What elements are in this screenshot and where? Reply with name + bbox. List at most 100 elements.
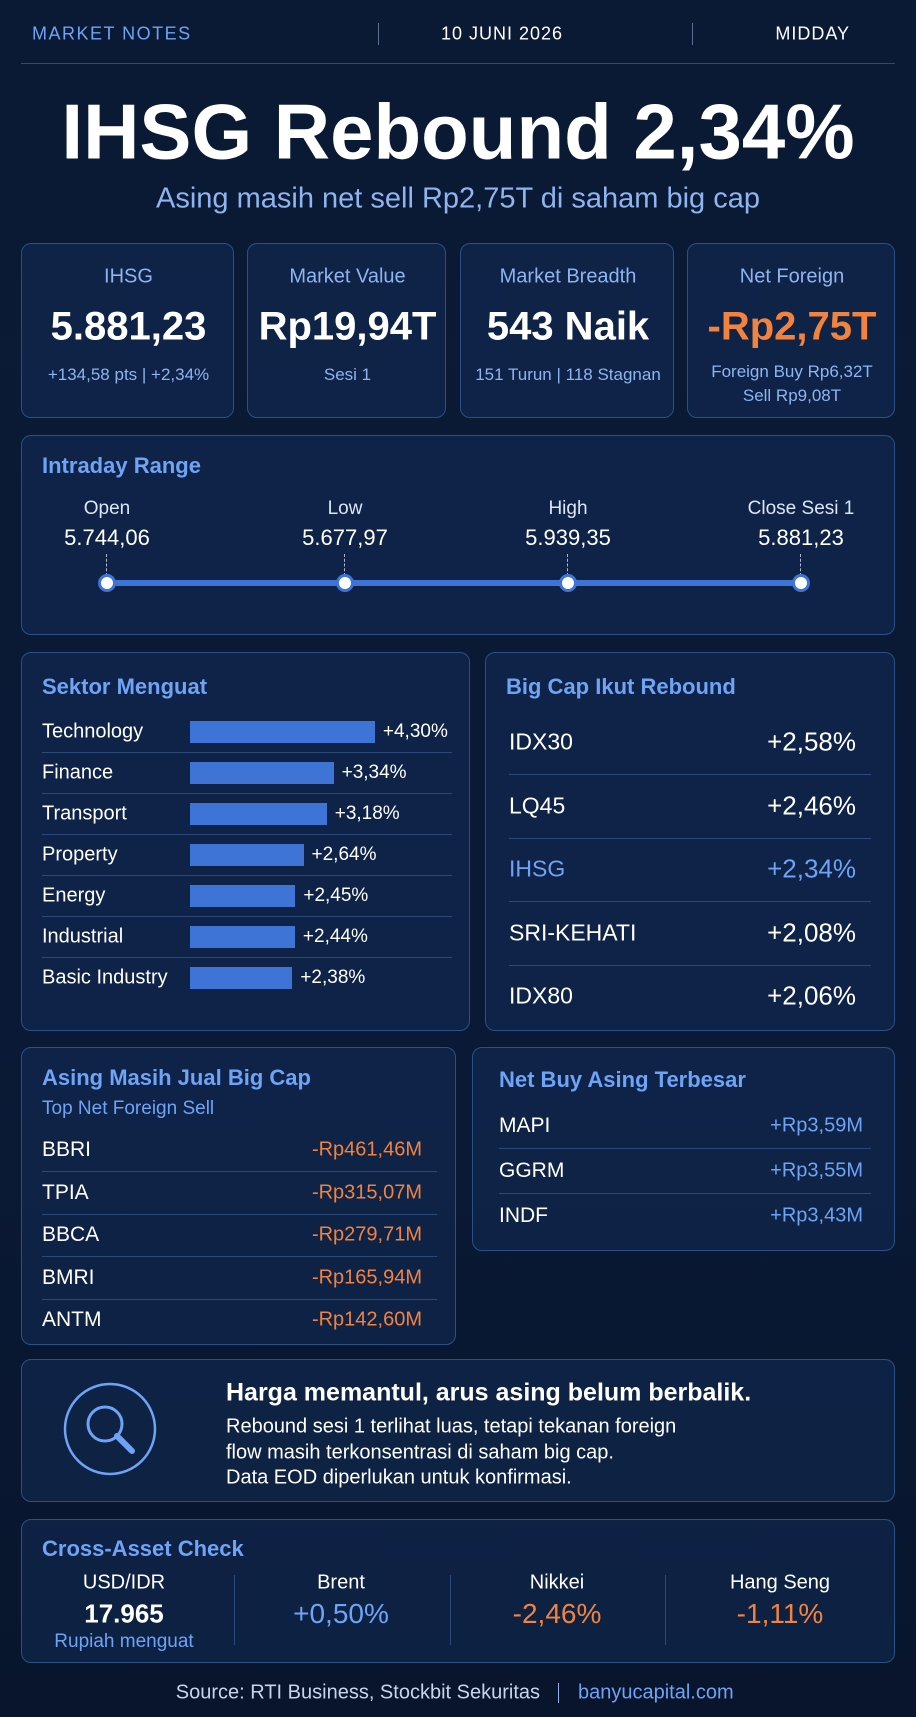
sector-panel: Sektor Menguat Technology +4,30% Finance +3,… xyxy=(21,652,470,1031)
index-name: IDX80 xyxy=(509,982,573,1009)
flow-value: -Rp315,07M xyxy=(311,1181,422,1204)
stat-sub: +134,58 pts | +2,34% xyxy=(47,365,210,384)
cross-asset-panel: Cross-Asset Check USD/IDR 17.965 Rupiah men… xyxy=(21,1519,895,1663)
sector-name: Technology xyxy=(42,720,144,743)
panel-title: Asing Masih Jual Big Cap xyxy=(42,1065,311,1090)
note-title: Harga memantul, arus asing belum berbali… xyxy=(226,1378,752,1407)
separator xyxy=(558,1683,559,1703)
sector-change: +2,64% xyxy=(311,844,377,865)
ticker: BBCA xyxy=(42,1223,100,1247)
stat-value: Rp19,94T xyxy=(258,304,437,349)
stat-value: 5.881,23 xyxy=(50,304,207,349)
point-label: Low xyxy=(327,498,363,519)
sector-name: Transport xyxy=(42,802,127,825)
divider xyxy=(450,1575,451,1645)
sector-bar xyxy=(190,762,334,784)
panel-title: Net Buy Asing Terbesar xyxy=(499,1067,746,1092)
divider xyxy=(42,793,452,794)
divider xyxy=(42,875,452,876)
tick xyxy=(106,554,107,576)
divider xyxy=(42,752,452,753)
sector-change: +2,45% xyxy=(303,885,369,906)
flow-value: +Rp3,43M xyxy=(770,1204,863,1227)
stat-sub: Foreign Buy Rp6,32T xyxy=(711,362,873,381)
ticker: BMRI xyxy=(42,1265,95,1289)
divider xyxy=(21,63,895,64)
sector-change: +2,38% xyxy=(300,967,366,988)
panel-title: Intraday Range xyxy=(42,453,201,478)
brand: MARKET NOTES xyxy=(32,23,192,44)
ticker: TPIA xyxy=(42,1180,89,1204)
asset-name: Brent xyxy=(317,1571,365,1594)
panel-title: Sektor Menguat xyxy=(42,674,208,699)
point-value: 5.939,35 xyxy=(525,525,611,550)
stat-label: IHSG xyxy=(104,265,153,288)
stat-label: Market Value xyxy=(289,265,406,288)
stat-sub: Sesi 1 xyxy=(323,365,372,384)
tick xyxy=(344,554,345,576)
point-dot xyxy=(559,574,577,592)
sector-bar xyxy=(190,926,295,948)
sector-bar xyxy=(190,844,304,866)
stat-sub: Sell Rp9,08T xyxy=(742,386,842,405)
divider xyxy=(499,1193,871,1194)
point-dot xyxy=(98,574,116,592)
divider xyxy=(509,964,871,966)
point-value: 5.881,23 xyxy=(758,525,844,550)
index-change: +2,06% xyxy=(767,980,856,1011)
asset-note: Rupiah menguat xyxy=(54,1631,194,1652)
divider xyxy=(42,1171,437,1172)
date: 10 JUNI 2026 xyxy=(440,23,564,44)
sector-name: Energy xyxy=(42,884,106,907)
separator xyxy=(692,23,693,45)
ticker: GGRM xyxy=(499,1159,565,1182)
point-dot xyxy=(336,574,354,592)
sector-bar xyxy=(190,885,296,907)
separator xyxy=(378,23,379,45)
asset-value: +0,50% xyxy=(293,1598,389,1629)
note-line: Rebound sesi 1 terlihat luas, tetapi tek… xyxy=(226,1415,677,1438)
note-line: flow masih terkonsentrasi di saham big c… xyxy=(226,1441,614,1463)
index-change: +2,34% xyxy=(767,853,856,884)
index-change: +2,08% xyxy=(767,917,856,947)
sector-name: Property xyxy=(42,843,118,866)
point-value: 5.744,06 xyxy=(64,525,150,550)
sector-bar xyxy=(190,803,327,825)
sector-name: Finance xyxy=(42,761,114,784)
asset-value: 17.965 xyxy=(84,1598,164,1629)
divider xyxy=(509,774,871,775)
stat-label: Market Breadth xyxy=(499,265,637,288)
session: MIDDAY xyxy=(775,23,850,44)
stat-card: Market Value Rp19,94T Sesi 1 xyxy=(247,243,446,418)
asset-name: Nikkei xyxy=(529,1571,585,1594)
sector-name: Industrial xyxy=(42,925,124,948)
panel-subtitle: Top Net Foreign Sell xyxy=(42,1098,215,1119)
note-panel: Harga memantul, arus asing belum berbali… xyxy=(21,1359,895,1502)
index-name: LQ45 xyxy=(509,792,566,818)
foreign-sell-panel: Asing Masih Jual Big Cap Top Net Foreign … xyxy=(21,1047,456,1345)
index-change: +2,58% xyxy=(767,726,856,757)
stat-card: Market Breadth 543 Naik 151 Turun | 118 St… xyxy=(460,243,674,418)
bigcap-panel: Big Cap Ikut Rebound IDX30 +2,58% LQ45 +2,46… xyxy=(485,652,895,1031)
sector-name: Basic Industry xyxy=(42,966,168,989)
sector-change: +2,44% xyxy=(302,926,368,947)
asset-name: USD/IDR xyxy=(82,1571,166,1594)
foreign-buy-panel: Net Buy Asing Terbesar MAPI +Rp3,59M GGRM +R… xyxy=(472,1047,895,1251)
asset-name: Hang Seng xyxy=(729,1571,831,1594)
sector-change: +3,34% xyxy=(341,762,407,783)
sector-bar xyxy=(190,721,375,743)
stat-value: -Rp2,75T xyxy=(707,304,877,349)
stat-sub: 151 Turun | 118 Stagnan xyxy=(475,365,661,384)
divider xyxy=(42,916,452,917)
ticker: MAPI xyxy=(499,1114,551,1137)
footer-site: banyucapital.com xyxy=(578,1681,734,1704)
index-change: +2,46% xyxy=(767,790,856,820)
index-name: IHSG xyxy=(509,855,566,882)
ticker: INDF xyxy=(499,1204,548,1227)
tick xyxy=(800,554,801,576)
title: IHSG Rebound 2,34% xyxy=(61,87,855,176)
ticker: BBRI xyxy=(42,1138,92,1161)
divider xyxy=(665,1575,666,1645)
point-label: Open xyxy=(83,498,131,519)
